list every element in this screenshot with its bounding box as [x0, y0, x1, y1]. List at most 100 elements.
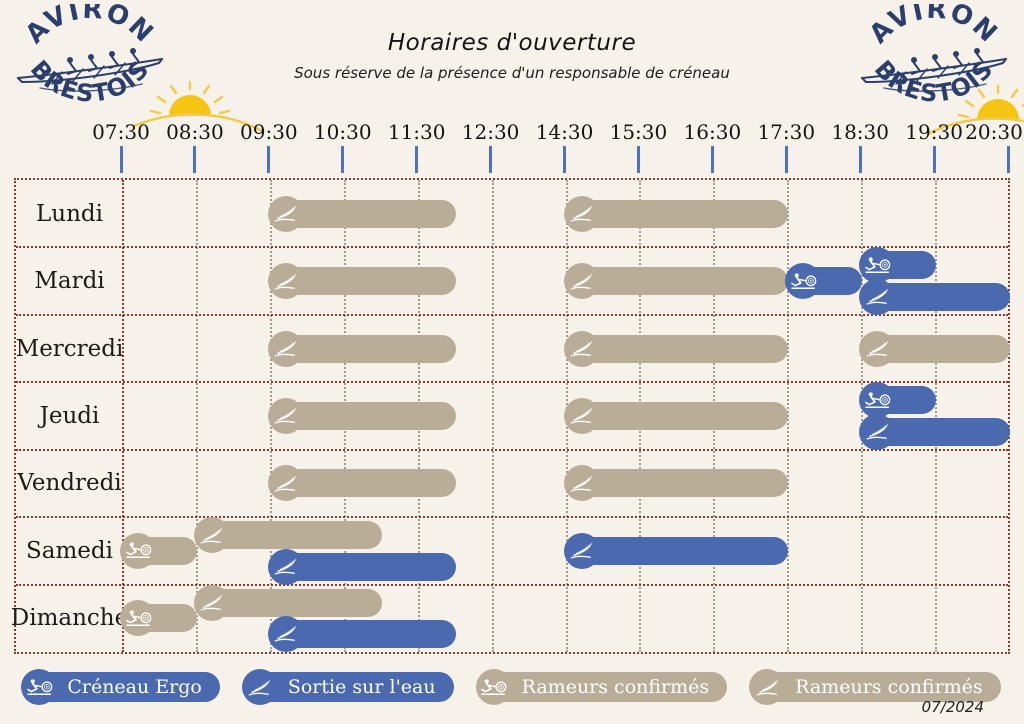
- time-label: 14:30: [535, 120, 594, 144]
- day-label: Jeudi: [39, 402, 100, 429]
- boat-icon: [563, 532, 600, 569]
- legend-label: Rameurs confirmés: [795, 676, 983, 698]
- schedule-bar-rameurs_confirmes_eau: [267, 195, 456, 232]
- row-gridline: [16, 516, 1008, 519]
- boat-icon: [267, 330, 304, 367]
- boat-icon: [859, 330, 896, 367]
- schedule-bar-sortie_eau: [563, 532, 789, 569]
- legend-item-rameurs_confirmes_eau: Rameurs confirmés: [749, 669, 1001, 705]
- time-tick-mark: [710, 146, 714, 173]
- day-label: Lundi: [36, 200, 103, 227]
- time-label: 10:30: [313, 120, 372, 144]
- hour-gridline: [195, 180, 198, 652]
- page-title: Horaires d'ouverture: [387, 30, 637, 56]
- club-logo-left: AVIRON BRESTOIS: [10, 4, 170, 108]
- legend-item-sortie_eau: Sortie sur l'eau: [241, 669, 454, 705]
- boat-icon: [563, 263, 600, 300]
- boat-icon: [267, 465, 304, 502]
- ergo-icon: [120, 532, 156, 569]
- time-label: 17:30: [757, 120, 816, 144]
- time-tick-mark: [932, 146, 936, 173]
- schedule-bar-rameurs_confirmes_eau: [267, 465, 456, 502]
- boat-icon: [241, 669, 278, 705]
- legend-label: Sortie sur l'eau: [287, 676, 436, 698]
- schedule-bar-rameurs_confirmes_eau: [193, 517, 382, 554]
- time-label: 20:30: [965, 120, 1023, 144]
- day-label: Dimanche: [10, 605, 129, 632]
- time-tick-mark: [784, 146, 788, 173]
- time-tick-mark: [193, 146, 197, 173]
- ergo-icon: [21, 669, 58, 705]
- time-label: 18:30: [831, 120, 889, 144]
- boat-icon: [859, 413, 896, 450]
- day-row: Jeudi: [16, 382, 1011, 450]
- time-tick-mark: [858, 146, 862, 173]
- day-row: Mercredi: [16, 315, 1011, 382]
- hour-gridline: [861, 180, 864, 652]
- day-row: Vendredi: [16, 450, 1008, 517]
- schedule-bar-sortie_eau: [267, 548, 456, 585]
- row-gridline: [16, 381, 1008, 384]
- page-subtitle: Sous réserve de la présence d'un respons…: [294, 64, 730, 82]
- boat-icon: [193, 584, 230, 621]
- schedule-bar-rameurs_confirmes_eau: [267, 397, 456, 434]
- day-label: Vendredi: [17, 470, 122, 497]
- schedule-bar-rameurs_confirmes_eau: [563, 330, 789, 367]
- day-label: Mardi: [34, 268, 105, 295]
- schedule-bar-creneau_ergo: [859, 247, 937, 284]
- time-tick-mark: [636, 146, 640, 173]
- time-label: 16:30: [683, 120, 742, 144]
- legend: Créneau Ergo Sortie sur l'eau Rameurs conf…: [0, 669, 1024, 705]
- row-gridline: [16, 246, 1008, 249]
- schedule-bar-rameurs_confirmes_ergo: [120, 532, 197, 569]
- boat-icon: [267, 397, 304, 434]
- footer-date: 07/2024: [921, 698, 984, 716]
- schedule-bar-sortie_eau: [859, 278, 1011, 315]
- boat-icon: [563, 397, 600, 434]
- ergo-icon: [120, 600, 156, 637]
- schedule-bar-rameurs_confirmes_eau: [563, 195, 789, 232]
- schedule-bar-rameurs_confirmes_eau: [563, 397, 789, 434]
- boat-icon: [563, 330, 600, 367]
- day-column-separator: [122, 180, 124, 652]
- day-row: Samedi: [16, 517, 1008, 585]
- schedule-bar-rameurs_confirmes_eau: [193, 584, 382, 621]
- schedule-bar-rameurs_confirmes_eau: [267, 263, 456, 300]
- ergo-icon: [785, 263, 822, 300]
- time-label: 12:30: [461, 120, 520, 144]
- day-label: Samedi: [26, 537, 113, 564]
- time-label: 11:30: [387, 120, 446, 144]
- ergo-icon: [859, 382, 896, 419]
- ergo-icon: [859, 247, 896, 284]
- legend-item-creneau_ergo: Créneau Ergo: [21, 669, 220, 705]
- club-logo-right: AVIRON BRESTOIS: [854, 4, 1014, 108]
- time-tick-mark: [341, 146, 345, 173]
- time-label: 19:30: [905, 120, 963, 144]
- day-row: Mardi: [16, 247, 1011, 315]
- boat-icon: [859, 278, 896, 315]
- boat-icon: [563, 195, 600, 232]
- schedule-bar-rameurs_confirmes_ergo: [120, 600, 197, 637]
- legend-item-rameurs_confirmes_ergo: Rameurs confirmés: [475, 669, 728, 705]
- time-tick-mark: [119, 146, 123, 173]
- boat-icon: [563, 465, 600, 502]
- time-tick-mark: [1006, 146, 1010, 173]
- hour-gridline: [787, 180, 790, 652]
- schedule-grid: Lundi Mardi Mercredi Jeudi Vendredi Samedi Dim…: [10, 178, 1011, 654]
- schedule-bar-rameurs_confirmes_eau: [563, 465, 789, 502]
- boat-icon: [193, 517, 230, 554]
- boat-icon: [267, 615, 304, 652]
- schedule-bar-sortie_eau: [267, 615, 456, 652]
- day-row: Lundi: [16, 180, 1008, 247]
- ergo-icon: [475, 669, 512, 705]
- day-row: Dimanche: [10, 584, 1008, 652]
- schedule-bar-rameurs_confirmes_eau: [563, 263, 789, 300]
- row-gridline: [16, 448, 1008, 451]
- boat-icon: [267, 195, 304, 232]
- hour-gridline: [935, 180, 938, 652]
- legend-label: Rameurs confirmés: [521, 676, 710, 698]
- schedule-bar-creneau_ergo: [785, 263, 863, 300]
- time-label: 07:30: [92, 120, 150, 144]
- legend-label: Créneau Ergo: [67, 676, 202, 698]
